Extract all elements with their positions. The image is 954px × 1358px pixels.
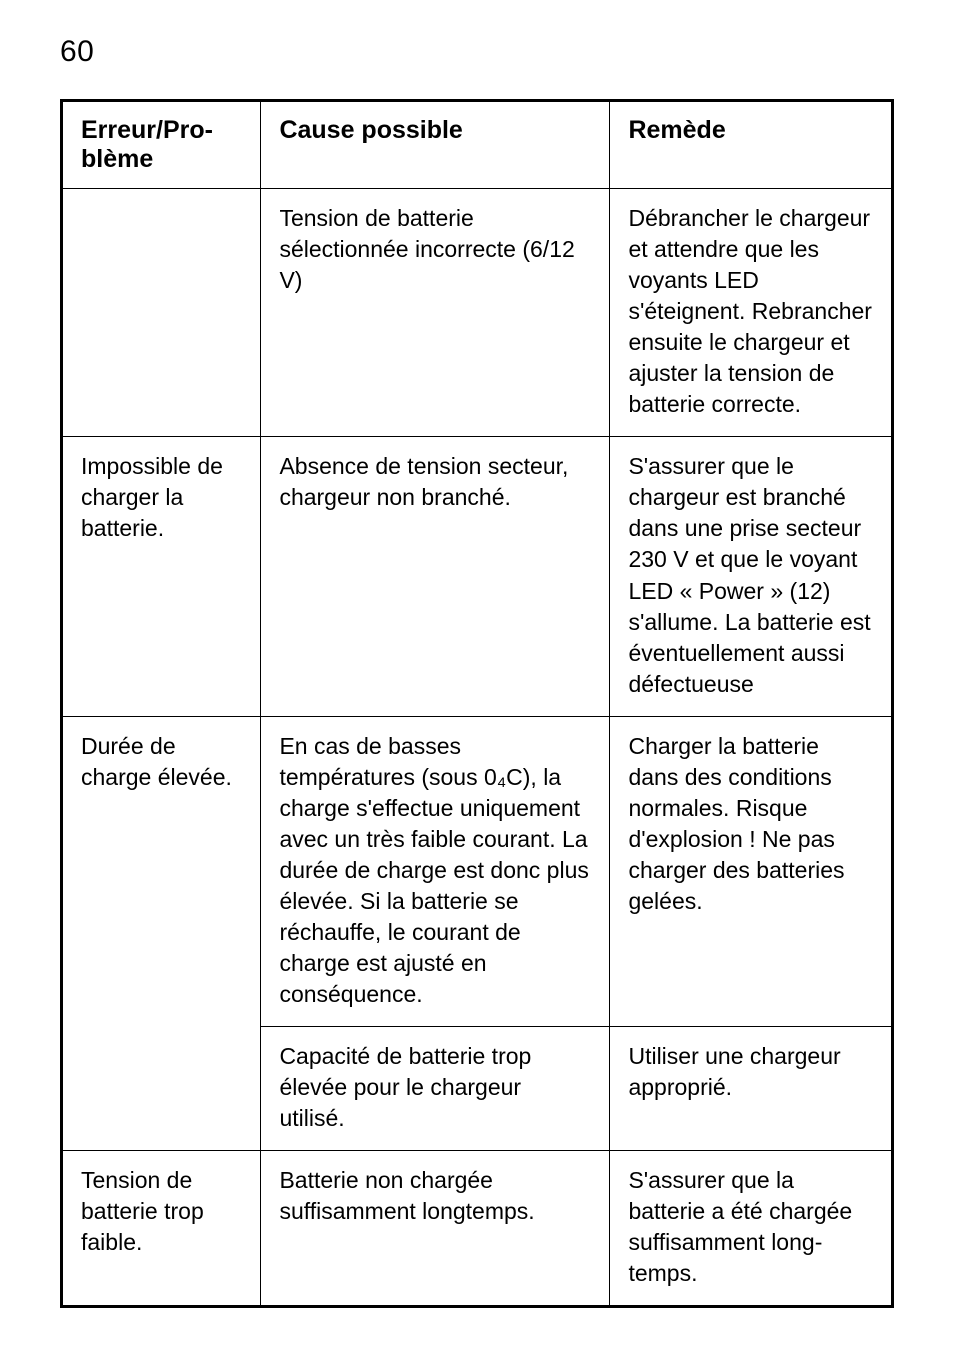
cell-problem: Impossible de charger la batterie.	[62, 437, 261, 716]
table-row: Tension de batte­rie trop faible. Batter…	[62, 1151, 893, 1307]
cell-remedy: Charger la batterie dans des conditions …	[610, 716, 893, 1026]
col-header-problem: Erreur/Pro­blème	[62, 101, 261, 189]
page-number: 60	[60, 35, 894, 69]
cell-cause: En cas de basses températures (sous 0₄C)…	[261, 716, 610, 1026]
cell-problem: Durée de charge élevée.	[62, 716, 261, 1151]
cell-remedy: Débrancher le chargeur et attendre que l…	[610, 189, 893, 437]
cell-cause: Capacité de batterie trop élevée pour le…	[261, 1027, 610, 1151]
cell-remedy: S'assurer que le chargeur est branché da…	[610, 437, 893, 716]
cell-remedy: Utiliser une chargeur approprié.	[610, 1027, 893, 1151]
cell-cause: Absence de tension secteur, char­geur no…	[261, 437, 610, 716]
page: 60 Erreur/Pro­blème Cause possible Remèd…	[0, 0, 954, 1358]
col-header-cause: Cause possible	[261, 101, 610, 189]
table-row: Durée de charge élevée. En cas de basses…	[62, 716, 893, 1026]
cell-remedy: S'assurer que la batterie a été chargée …	[610, 1151, 893, 1307]
troubleshooting-table: Erreur/Pro­blème Cause possible Remède T…	[60, 99, 894, 1308]
cell-problem	[62, 189, 261, 437]
cell-problem: Tension de batte­rie trop faible.	[62, 1151, 261, 1307]
table-header-row: Erreur/Pro­blème Cause possible Remède	[62, 101, 893, 189]
cell-cause: Tension de batterie sélectionnée incorre…	[261, 189, 610, 437]
cell-cause: Batterie non chargée suffisamment longte…	[261, 1151, 610, 1307]
col-header-remedy: Remède	[610, 101, 893, 189]
table-row: Impossible de charger la batterie. Absen…	[62, 437, 893, 716]
table-row: Tension de batterie sélectionnée incorre…	[62, 189, 893, 437]
